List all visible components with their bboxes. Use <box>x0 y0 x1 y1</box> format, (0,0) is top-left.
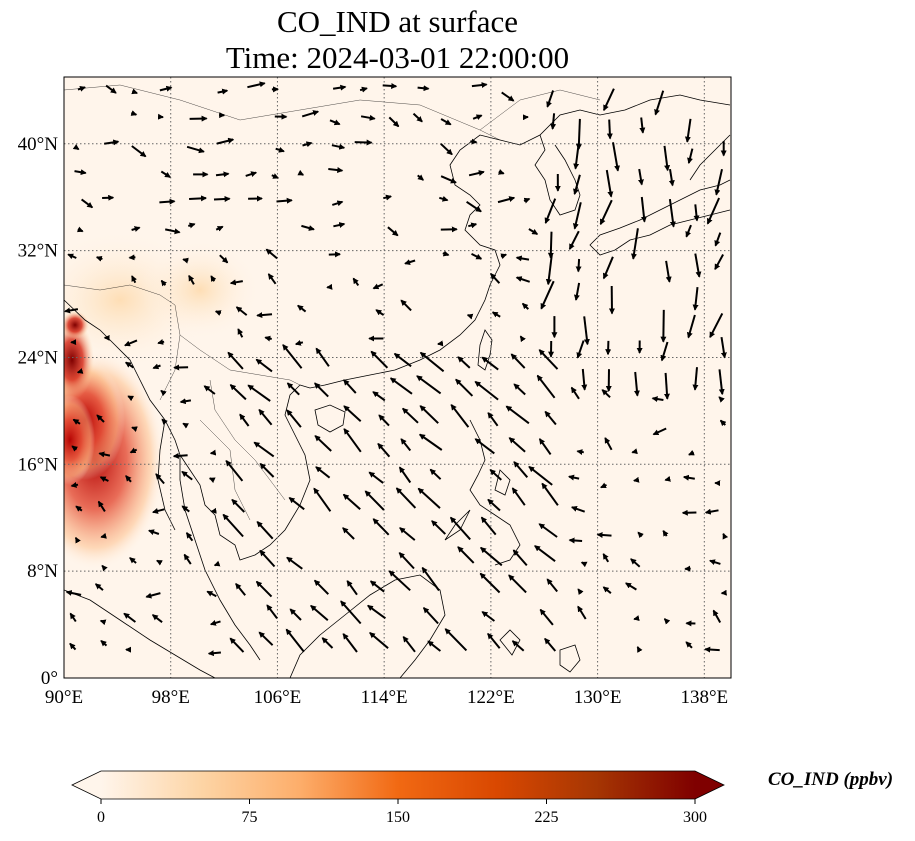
wind-arrow <box>609 120 610 139</box>
wind-arrow <box>209 653 221 654</box>
wind-arrow <box>634 619 637 620</box>
colorbar-tick-label: 225 <box>535 809 559 826</box>
colorbar-body <box>101 771 695 799</box>
wind-arrow <box>634 480 637 481</box>
colorbar-tick-label: 300 <box>683 809 707 826</box>
wind-arrow <box>277 200 292 201</box>
colorbar-extend-low <box>72 771 101 799</box>
x-tick-label: 114°E <box>361 687 408 708</box>
wind-arrow <box>128 396 131 398</box>
x-tick-label: 122°E <box>467 687 515 708</box>
wind-arrow <box>158 342 164 343</box>
wind-arrow <box>174 455 188 456</box>
x-tick-label: 106°E <box>254 687 302 708</box>
wind-arrow <box>438 344 442 345</box>
colorbar-tick-label: 75 <box>242 809 258 826</box>
wind-arrow <box>101 621 105 622</box>
wind-arrow <box>132 428 136 429</box>
wind-arrow <box>327 287 332 288</box>
y-tick-label: 8°N <box>27 561 58 582</box>
wind-arrow <box>211 453 215 454</box>
wind-arrow <box>355 142 372 143</box>
wind-arrow <box>72 485 78 486</box>
wind-arrow <box>211 511 215 512</box>
y-tick-label: 0° <box>41 668 58 689</box>
wind-arrow <box>551 232 552 258</box>
y-tick-label: 16°N <box>18 454 59 475</box>
colorbar-ticks: 0 75 150 225 300 <box>97 799 707 826</box>
wind-arrow <box>578 259 579 271</box>
wind-arrow <box>130 257 136 258</box>
wind-arrow <box>577 451 583 452</box>
wind-arrow <box>183 259 188 260</box>
x-tick-label: 130°E <box>574 687 622 708</box>
wind-arrow <box>521 336 523 339</box>
x-tick-label: 90°E <box>45 687 83 708</box>
colorbar-title: CO_IND (ppbv) <box>768 769 893 791</box>
colorbar-tick-label: 0 <box>97 809 105 826</box>
colorbar: 0 75 150 225 300 <box>72 771 724 826</box>
wind-arrow <box>705 649 720 650</box>
x-axis-ticks: 90°E 98°E 106°E 114°E 122°E 130°E 138°E <box>45 687 728 708</box>
wind-arrow <box>418 88 429 89</box>
wind-arrow <box>214 199 230 200</box>
wind-arrow <box>632 452 636 453</box>
wind-arrow <box>570 540 583 541</box>
y-axis-ticks: 0° 8°N 16°N 24°N 32°N 40°N <box>18 134 59 689</box>
y-tick-label: 24°N <box>18 347 59 368</box>
x-tick-label: 98°E <box>152 687 190 708</box>
concentration-background <box>64 77 731 678</box>
wind-arrow <box>257 314 272 315</box>
x-tick-label: 138°E <box>680 687 728 708</box>
wind-arrow <box>598 535 612 536</box>
wind-arrow <box>101 536 104 537</box>
wind-arrow <box>159 201 174 202</box>
colorbar-tick-label: 150 <box>386 809 410 826</box>
wind-arrow <box>470 141 476 142</box>
wind-arrow <box>665 479 668 480</box>
wind-arrow <box>582 562 585 563</box>
wind-arrow <box>383 85 397 86</box>
wind-arrow <box>189 198 206 199</box>
wind-arrow <box>78 372 81 373</box>
wind-arrow <box>663 310 664 342</box>
map-plot-area <box>25 77 731 678</box>
wind-arrow <box>468 315 472 316</box>
y-tick-label: 32°N <box>18 241 59 262</box>
y-tick-label: 40°N <box>18 134 59 155</box>
colorbar-extend-high <box>695 771 724 799</box>
